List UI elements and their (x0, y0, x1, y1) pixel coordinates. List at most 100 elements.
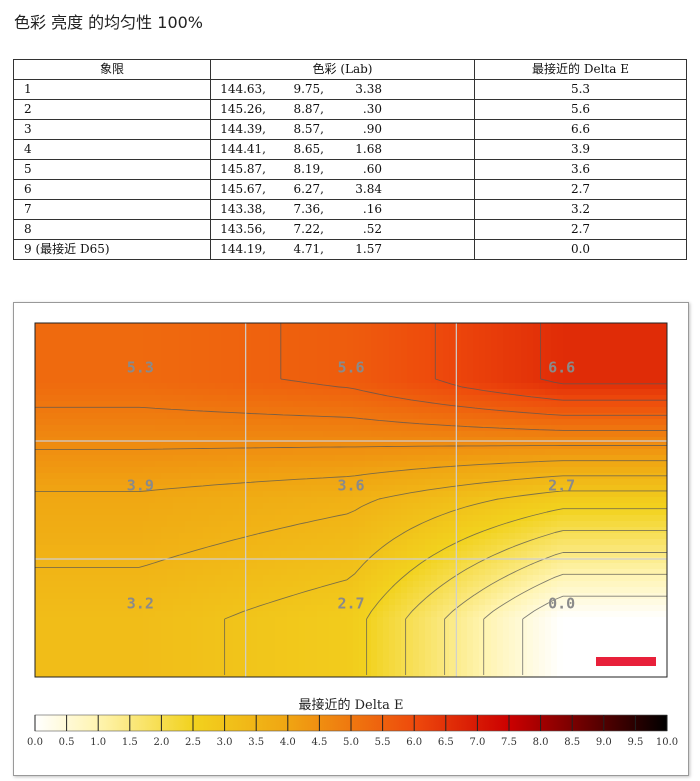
cell-label: 2.7 (337, 595, 364, 613)
lab-b-value: .52 (362, 222, 382, 236)
legend-tick-label: 7.5 (501, 737, 517, 748)
lab-a-value: 6.27, (293, 182, 324, 196)
contour-lines (35, 323, 667, 675)
lab-data-table: 象限 色彩 (Lab) 最接近的 Delta E 1 144.63, 9.75, 3.… (13, 59, 687, 260)
plot-border (34, 322, 668, 678)
heatmap-svg: 5.3 5.6 6.6 3.9 3.6 2.7 3.2 2.7 0.0 最接近的 Delta E 0… (27, 322, 678, 748)
lab-b-value: 1.68 (355, 142, 382, 156)
header-delta-e: 最接近的 Delta E (474, 59, 687, 80)
lab-l-value: 143.56, (220, 222, 266, 236)
lab-l-value: 144.39, (220, 122, 266, 136)
cell-quadrant: 8 (13, 219, 211, 240)
cell-label: 5.3 (127, 359, 154, 377)
table-row: 7 143.38, 7.36, .16 3.2 (13, 199, 687, 220)
cell-quadrant: 7 (13, 199, 211, 220)
legend-tick-label: 4.0 (280, 737, 296, 748)
table-row: 8 143.56, 7.22, .52 2.7 (13, 219, 687, 240)
lab-a-value: 9.75, (293, 82, 324, 96)
cell-lab: 144.63, 9.75, 3.38 (210, 79, 475, 100)
lab-b-value: 1.57 (355, 242, 382, 256)
reference-marker (596, 657, 656, 666)
cell-lab: 144.19, 4.71, 1.57 (210, 239, 475, 260)
lab-b-value: .30 (362, 102, 382, 116)
header-quadrant: 象限 (13, 59, 211, 80)
cell-delta-e: 5.6 (474, 99, 687, 120)
cell-label: 0.0 (548, 595, 575, 613)
cell-lab: 145.67, 6.27, 3.84 (210, 179, 475, 200)
table-row: 2 145.26, 8.87, .30 5.6 (13, 99, 687, 120)
cell-quadrant: 9 (最接近 D65) (13, 239, 211, 260)
lab-l-value: 144.41, (220, 142, 266, 156)
table-row: 6 145.67, 6.27, 3.84 2.7 (13, 179, 687, 200)
lab-l-value: 144.19, (220, 242, 266, 256)
legend-tick-label: 6.5 (438, 737, 454, 748)
table-row: 3 144.39, 8.57, .90 6.6 (13, 119, 687, 140)
legend-tick-label: 6.0 (406, 737, 422, 748)
lab-l-value: 145.26, (220, 102, 266, 116)
heatmap-field (35, 323, 667, 677)
cell-quadrant: 4 (13, 139, 211, 160)
lab-a-value: 4.71, (293, 242, 324, 256)
cell-lab: 145.26, 8.87, .30 (210, 99, 475, 120)
legend-tick-label: 2.5 (185, 737, 201, 748)
legend-tick-label: 5.5 (375, 737, 391, 748)
grid-lines (35, 323, 667, 677)
legend-tick-label: 0.5 (59, 737, 75, 748)
table-header-row: 象限 色彩 (Lab) 最接近的 Delta E (13, 59, 687, 80)
cell-delta-e: 0.0 (474, 239, 687, 260)
legend-tick-label: 5.0 (343, 737, 359, 748)
table-row: 1 144.63, 9.75, 3.38 5.3 (13, 79, 687, 100)
lab-b-value: 3.84 (355, 182, 382, 196)
legend-tick-label: 3.5 (248, 737, 264, 748)
cell-lab: 144.41, 8.65, 1.68 (210, 139, 475, 160)
cell-label: 5.6 (337, 359, 364, 377)
page-title: 色彩 亮度 的均匀性 100% (14, 13, 204, 32)
lab-b-value: 3.38 (355, 82, 382, 96)
table-row: 5 145.87, 8.19, .60 3.6 (13, 159, 687, 180)
cell-label: 3.2 (127, 595, 154, 613)
cell-delta-e: 3.2 (474, 199, 687, 220)
legend-tick-label: 0.0 (27, 737, 43, 748)
legend-tick-label: 1.0 (90, 737, 106, 748)
lab-b-value: .60 (362, 162, 382, 176)
cell-label: 2.7 (548, 477, 575, 495)
legend-tick-label: 8.5 (564, 737, 580, 748)
lab-a-value: 7.22, (293, 222, 324, 236)
cell-label: 3.9 (127, 477, 154, 495)
legend-tick-label: 7.0 (469, 737, 485, 748)
cell-label: 6.6 (548, 359, 575, 377)
lab-b-value: .16 (362, 202, 382, 216)
legend-tick-label: 9.0 (596, 737, 612, 748)
lab-a-value: 7.36, (293, 202, 324, 216)
lab-b-value: .90 (362, 122, 382, 136)
lab-l-value: 145.67, (220, 182, 266, 196)
lab-a-value: 8.19, (293, 162, 324, 176)
lab-a-value: 8.57, (293, 122, 324, 136)
cell-lab: 144.39, 8.57, .90 (210, 119, 475, 140)
cell-lab: 143.56, 7.22, .52 (210, 219, 475, 240)
cell-lab: 145.87, 8.19, .60 (210, 159, 475, 180)
legend-tick-label: 8.0 (533, 737, 549, 748)
lab-l-value: 144.63, (220, 82, 266, 96)
cell-label: 3.6 (337, 477, 364, 495)
uniformity-chart: 5.3 5.6 6.6 3.9 3.6 2.7 3.2 2.7 0.0 最接近的 Delta E 0… (13, 302, 689, 776)
cell-delta-e: 6.6 (474, 119, 687, 140)
cell-delta-e: 3.6 (474, 159, 687, 180)
lab-a-value: 8.65, (293, 142, 324, 156)
lab-a-value: 8.87, (293, 102, 324, 116)
cell-quadrant: 2 (13, 99, 211, 120)
table-row: 4 144.41, 8.65, 1.68 3.9 (13, 139, 687, 160)
heatmap-plot (35, 323, 667, 677)
legend-ticks: 0.0 0.5 1.0 1.5 2.0 2.5 3.0 3.5 4.0 4.5 5.0 5.5 6.0 6… (27, 715, 678, 748)
cell-lab: 143.38, 7.36, .16 (210, 199, 475, 220)
table-row: 9 (最接近 D65) 144.19, 4.71, 1.57 0.0 (13, 239, 687, 260)
cell-quadrant: 5 (13, 159, 211, 180)
legend-tick-label: 3.0 (217, 737, 233, 748)
legend-tick-label: 10.0 (656, 737, 678, 748)
legend-tick-label: 4.5 (311, 737, 327, 748)
cell-delta-e: 5.3 (474, 79, 687, 100)
cell-quadrant: 3 (13, 119, 211, 140)
legend-title: 最接近的 Delta E (298, 697, 403, 713)
cell-delta-e: 2.7 (474, 179, 687, 200)
header-color-lab: 色彩 (Lab) (210, 59, 475, 80)
